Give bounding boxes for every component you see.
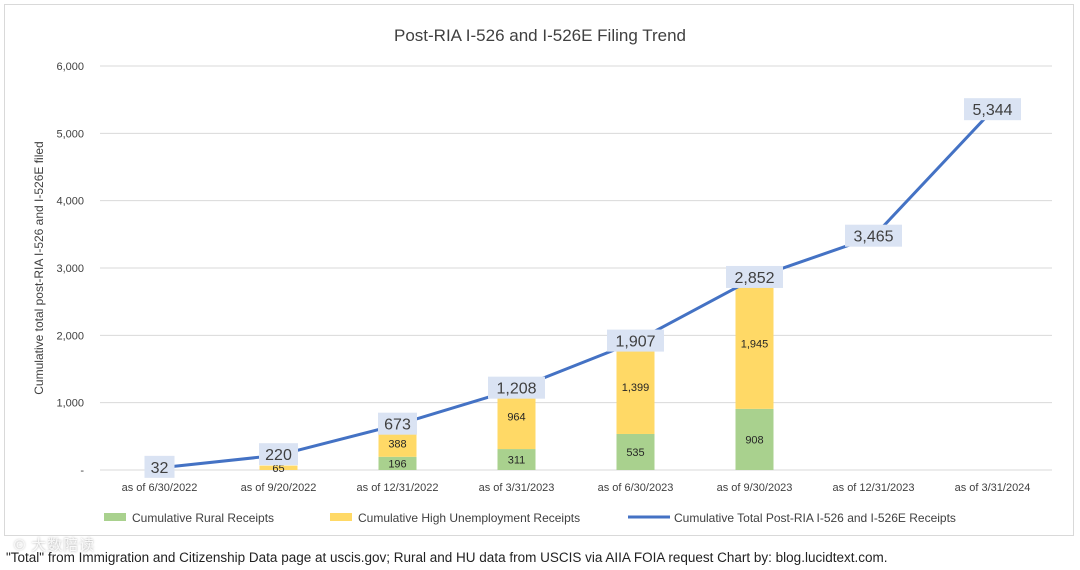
bar-segment [616,339,655,434]
total-label-box [726,265,783,288]
bar-segment [378,456,417,470]
bar-segment-label: 908 [745,434,763,446]
watermark: © 大数陪读 [14,537,96,554]
y-tick-label: 4,000 [56,196,84,208]
bar-segment-label: 1,945 [741,338,769,350]
bar-segment-label: 964 [507,412,525,424]
x-tick-label: as of 9/30/2023 [717,482,793,494]
x-tick-label: as of 12/31/2022 [357,482,439,494]
total-data-label: 5,344 [972,102,1012,119]
chart: Post-RIA I-526 and I-526E Filing Trend C… [32,26,1052,525]
legend-entry: Cumulative High Unemployment Receipts [358,511,580,525]
y-axis-label: Cumulative total post-RIA I-526 and I-52… [32,141,46,394]
y-tick-label: 1,000 [56,398,84,410]
total-data-label: 673 [384,417,411,434]
total-label-box [607,329,664,352]
total-label-box [378,412,417,435]
source-caption: "Total" from Immigration and Citizenship… [6,550,888,565]
total-line [159,109,994,470]
y-tick-label: 6,000 [56,61,84,73]
total-label-box [144,455,175,478]
bar-segment [378,430,417,457]
total-label-box [845,224,902,247]
legend-entry: Cumulative Rural Receipts [132,511,274,525]
y-tick-label: - [80,465,84,477]
chart-title: Post-RIA I-526 and I-526E Filing Trend [394,26,686,45]
total-data-label: 2,852 [734,270,774,287]
bar-segment-label: 311 [508,455,526,467]
total-data-label: 1,907 [615,334,655,351]
x-tick-label: as of 12/31/2023 [833,482,915,494]
total-data-label: 1,208 [496,381,536,398]
x-tick-label: as of 6/30/2023 [598,482,674,494]
x-tick-label: as of 3/31/2023 [479,482,555,494]
bar-segment [735,408,774,470]
total-label-box [259,443,298,466]
bar-segment [259,465,298,470]
y-tick-label: 2,000 [56,330,84,342]
x-tick-label: as of 9/20/2022 [241,482,317,494]
y-tick-label: 5,000 [56,128,84,140]
total-data-label: 32 [151,460,169,477]
total-label-box [964,98,1021,121]
bar-segment [616,433,655,470]
bar-segment [735,277,774,409]
legend-swatch [330,513,352,521]
bar-segment-label: 388 [388,439,406,451]
total-data-label: 220 [265,447,292,464]
bar-segment-label: 535 [626,447,644,459]
total-data-label: 3,465 [853,229,893,246]
bar-segment [497,449,536,470]
bar-segment-label: 1,399 [622,382,650,394]
chart-frame [4,4,1074,536]
legend-entry: Cumulative Total Post-RIA I-526 and I-52… [674,511,956,525]
x-tick-label: as of 6/30/2022 [122,482,198,494]
x-tick-label: as of 3/31/2024 [955,482,1031,494]
bar-segment-label: 65 [272,463,284,475]
legend-swatch [104,513,126,521]
y-tick-label: 3,000 [56,263,84,275]
bar-segment-label: 196 [388,458,406,470]
total-label-box [488,376,545,399]
